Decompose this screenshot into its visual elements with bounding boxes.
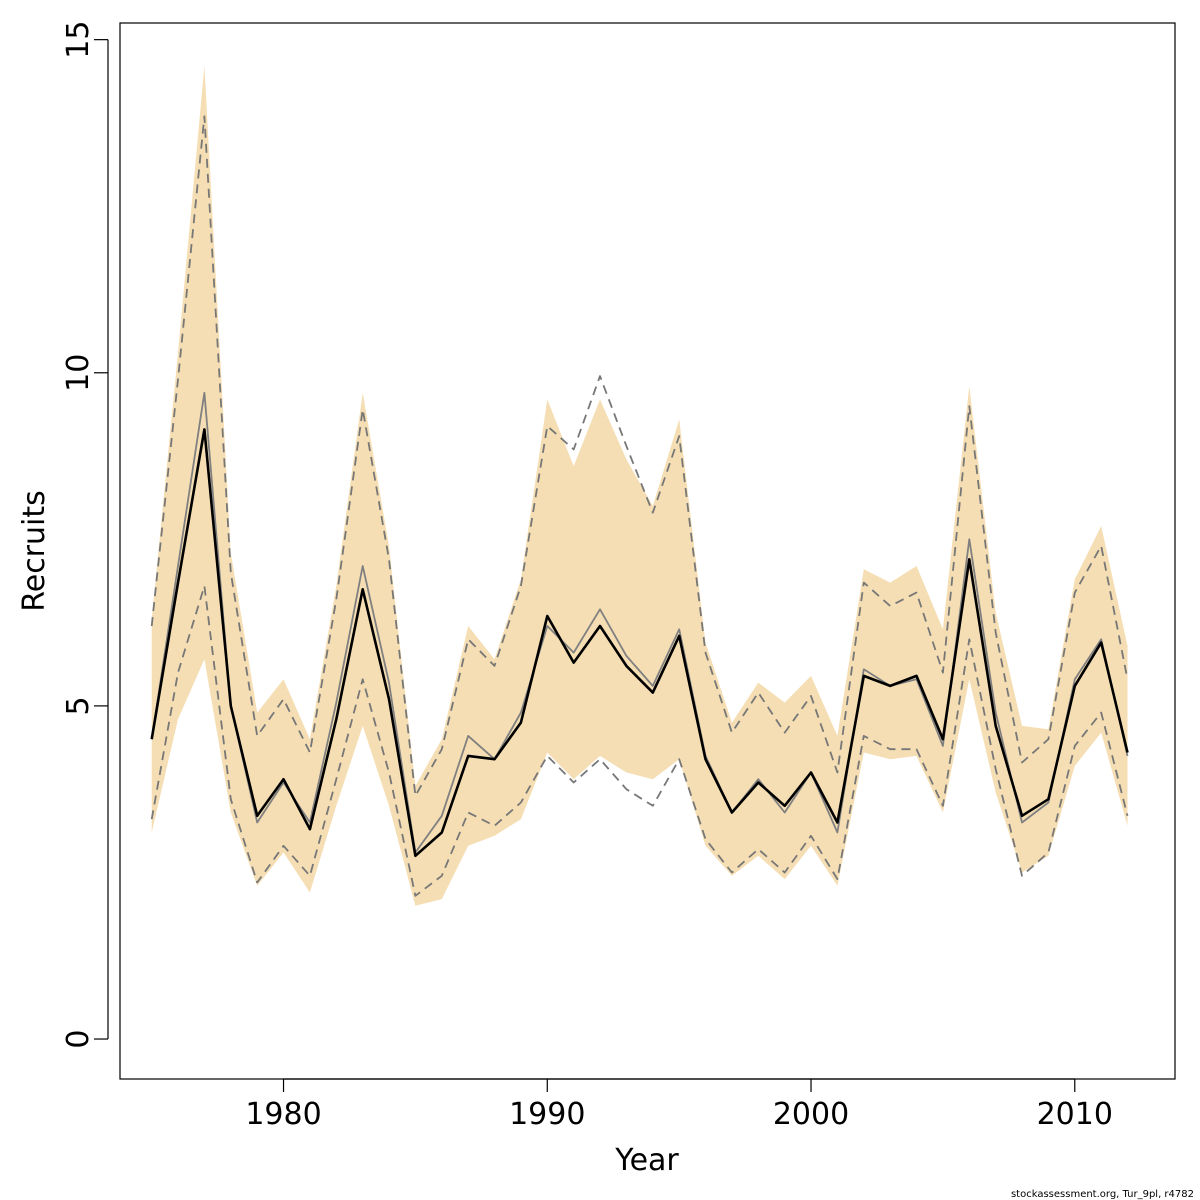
lower-dashed-line: [150, 585, 1129, 897]
y-axis-label: Recruits: [17, 490, 52, 612]
y-axis: 0 5 10 15: [61, 21, 109, 1049]
x-axis-label: Year: [614, 1143, 679, 1178]
confidence-band-layer: [151, 66, 1128, 906]
estimate-line: [150, 428, 1129, 858]
confidence-band: [151, 66, 1128, 906]
x-tick-label: 2000: [773, 1097, 849, 1132]
y-tick-label: 15: [61, 21, 96, 59]
series-line-layer: [150, 115, 1129, 897]
y-tick-label: 5: [61, 696, 96, 715]
upper-dashed-line: [150, 115, 1129, 797]
x-tick-label: 1980: [245, 1097, 321, 1132]
y-tick-label: 0: [61, 1029, 96, 1048]
secondary-line: [150, 391, 1129, 854]
x-axis: 1980 1990 2000 2010: [245, 1078, 1113, 1132]
y-tick-label: 10: [61, 354, 96, 392]
x-tick-label: 2010: [1037, 1097, 1113, 1132]
x-tick-label: 1990: [509, 1097, 585, 1132]
credit-text: stockassessment.org, Tur_9pl, r4782: [1011, 1189, 1194, 1200]
